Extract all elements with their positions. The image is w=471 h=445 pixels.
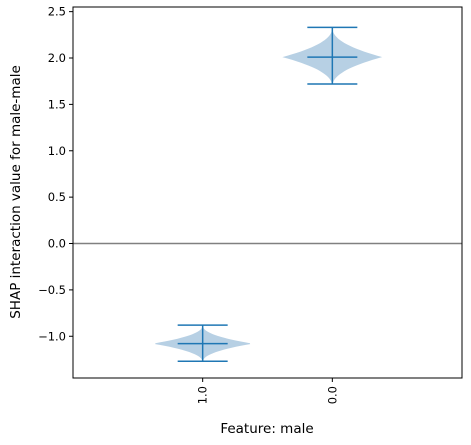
y-tick-label: 0.0 <box>48 237 66 251</box>
y-tick-label: 2.5 <box>48 5 66 19</box>
y-tick-label: 2.0 <box>48 51 66 65</box>
y-tick-label: 1.5 <box>48 97 66 111</box>
axis-ticks: −1.0 −0.5 0.0 0.5 1.0 1.5 2.0 2.5 1.0 0.0 <box>38 5 339 405</box>
plot-area <box>73 26 462 363</box>
x-tick-label: 0.0 <box>325 386 339 404</box>
x-tick-label: 1.0 <box>196 386 210 404</box>
plot-frame <box>72 6 463 379</box>
x-axis-label: Feature: male <box>220 421 313 437</box>
y-tick-label: 1.0 <box>48 144 66 158</box>
y-tick-label: −1.0 <box>38 329 66 343</box>
y-axis-label: SHAP interaction value for male-male <box>8 65 24 319</box>
y-tick-label: 0.5 <box>48 190 66 204</box>
y-tick-label: −0.5 <box>38 283 66 297</box>
